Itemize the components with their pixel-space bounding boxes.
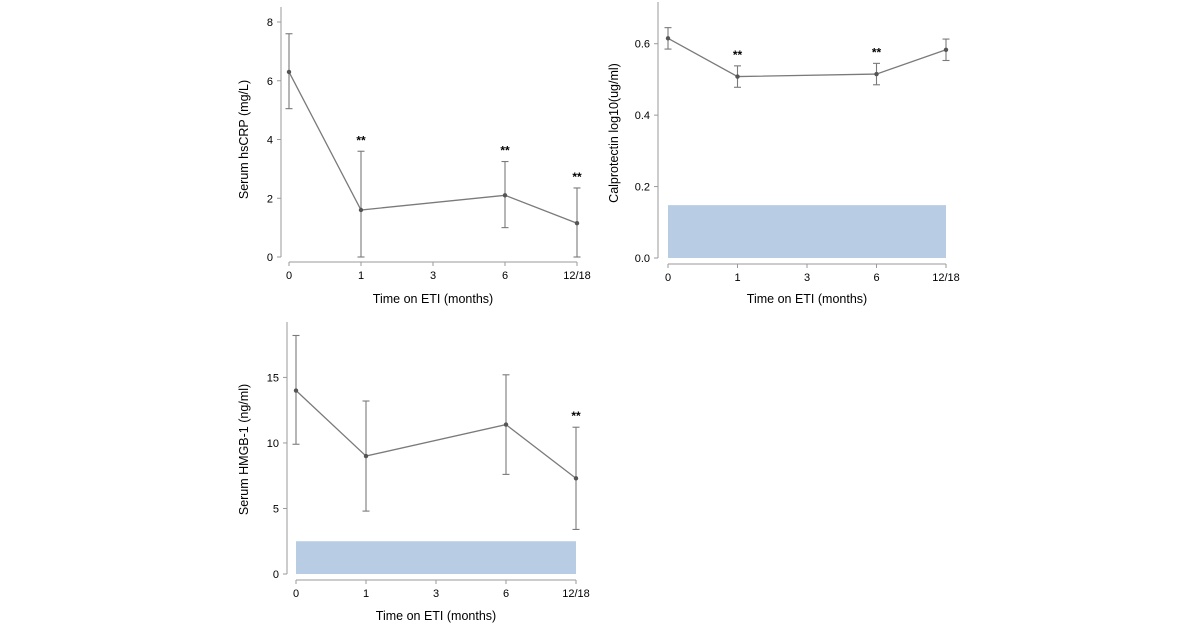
hscrp-x-tick-label-0: 0 <box>286 270 292 282</box>
hmgb1-y-tick-label-1: 5 <box>273 503 279 515</box>
hmgb1-data-point-0 <box>293 388 299 393</box>
hmgb1-y-tick-label-2: 10 <box>267 438 279 450</box>
hscrp-data-point-1 <box>358 207 364 213</box>
hmgb1-x-tick-label-1: 1 <box>363 588 369 600</box>
calprotectin-x-tick-label-3: 6 <box>873 272 879 284</box>
hscrp-data-point-3 <box>574 221 580 226</box>
hmgb1-x-axis-label: Time on ETI (months) <box>376 609 496 623</box>
calprotectin-x-tick-label-1: 1 <box>734 272 740 284</box>
hmgb1-y-tick-label-0: 0 <box>273 569 279 581</box>
hmgb1-x-tick-label-2: 3 <box>433 588 439 600</box>
hscrp-data-point-2 <box>502 193 508 198</box>
hscrp-y-tick-label-4: 8 <box>267 17 273 29</box>
hscrp-x-tick-label-4: 12/18 <box>563 270 591 282</box>
calprotectin-significance-marker-2: ** <box>872 45 882 59</box>
hscrp-y-tick-label-2: 4 <box>267 135 273 147</box>
calprotectin-y-tick-label-0: 0.0 <box>635 253 650 265</box>
hmgb1-data-point-2 <box>503 422 509 427</box>
calprotectin-y-axis-label: Calprotectin log10(ug/ml) <box>607 63 621 203</box>
hscrp-series-line <box>288 71 578 224</box>
hscrp-significance-marker-1: ** <box>356 133 366 147</box>
hscrp-x-tick-label-2: 3 <box>430 270 436 282</box>
hmgb1-x-tick-label-0: 0 <box>293 588 299 600</box>
hscrp-y-axis-label: Serum hsCRP (mg/L) <box>237 80 251 199</box>
hmgb1-series-line <box>295 390 577 479</box>
calprotectin-reference-band <box>668 205 946 258</box>
hmgb1-y-tick-label-3: 15 <box>267 372 279 384</box>
hmgb1-x-tick-label-4: 12/18 <box>562 588 590 600</box>
calprotectin-data-point-1 <box>735 74 740 79</box>
calprotectin-data-point-3 <box>943 47 949 52</box>
hscrp-y-tick-label-3: 6 <box>267 76 273 88</box>
calprotectin-data-point-0 <box>665 36 671 41</box>
calprotectin-significance-marker-1: ** <box>733 48 743 62</box>
calprotectin-y-tick-label-1: 0.2 <box>635 182 650 194</box>
hscrp-y-tick-label-0: 0 <box>267 252 273 264</box>
calprotectin-x-tick-label-2: 3 <box>804 272 810 284</box>
hmgb1-reference-band <box>296 541 576 574</box>
hscrp-significance-marker-2: ** <box>500 144 510 158</box>
hmgb1-significance-marker-3: ** <box>571 409 581 423</box>
hmgb1-y-axis-label: Serum HMGB-1 (ng/ml) <box>237 384 251 515</box>
hscrp-y-tick-label-1: 2 <box>267 193 273 205</box>
hscrp-significance-marker-3: ** <box>572 170 582 184</box>
hmgb1-data-point-1 <box>363 453 369 459</box>
hscrp-x-tick-label-1: 1 <box>358 270 364 282</box>
calprotectin-y-tick-label-2: 0.4 <box>635 110 650 122</box>
calprotectin-x-tick-label-4: 12/18 <box>932 272 960 284</box>
hmgb1-x-tick-label-3: 6 <box>503 588 509 600</box>
hscrp-data-point-0 <box>286 69 292 75</box>
calprotectin-x-axis-label: Time on ETI (months) <box>747 292 867 306</box>
calprotectin-x-tick-label-0: 0 <box>665 272 671 284</box>
calprotectin-data-point-2 <box>874 71 879 77</box>
hscrp-x-tick-label-3: 6 <box>502 270 508 282</box>
hscrp-x-axis-label: Time on ETI (months) <box>373 292 493 306</box>
calprotectin-y-tick-label-3: 0.6 <box>635 39 650 51</box>
calprotectin-series-line <box>667 37 947 78</box>
hmgb1-data-point-3 <box>573 476 579 481</box>
